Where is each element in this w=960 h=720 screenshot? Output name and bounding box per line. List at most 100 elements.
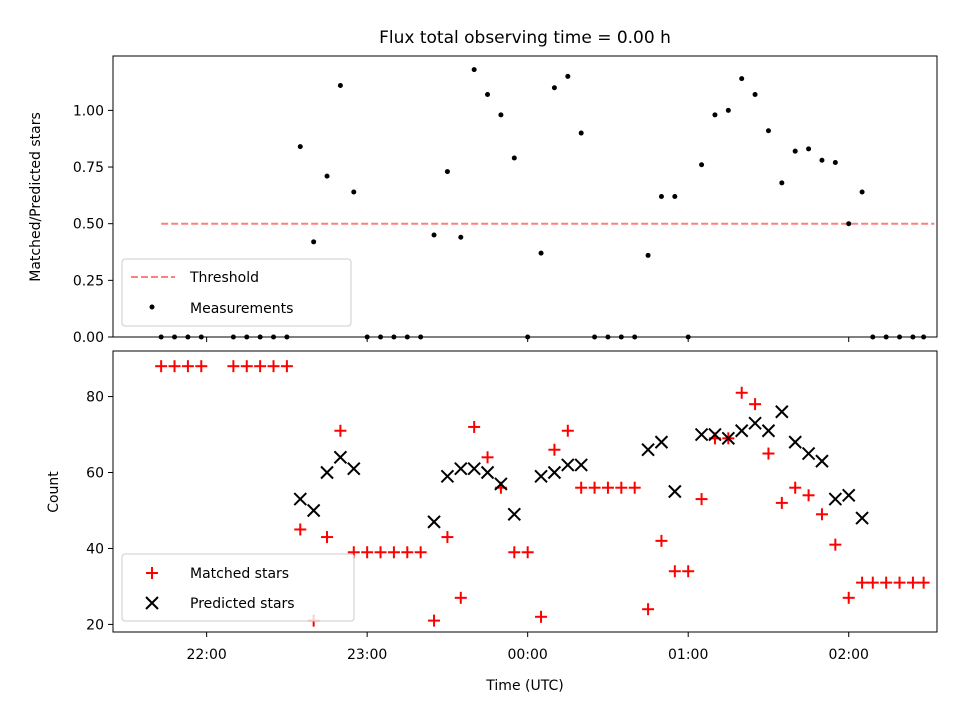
measurement-point <box>471 67 477 73</box>
predicted-stars-point <box>761 424 776 438</box>
matched-stars-point <box>775 496 788 509</box>
measurement-point <box>444 169 450 175</box>
matched-stars-point <box>906 576 919 589</box>
measurement-point <box>699 162 705 168</box>
matched-stars-point <box>682 565 695 578</box>
top-legend: Threshold Measurements <box>121 258 352 327</box>
top-y-ticks: 0.00 0.25 0.50 0.75 1.00 <box>73 103 113 346</box>
threshold-legend-label: Threshold <box>189 270 259 286</box>
matched-stars-point <box>481 451 494 464</box>
matched-stars-point <box>802 489 815 502</box>
measurements-legend-label: Measurements <box>190 301 293 317</box>
measurement-point <box>672 194 678 199</box>
bottom-legend: Matched stars Predicted stars <box>121 553 355 622</box>
matched-stars-point <box>280 360 293 373</box>
predicted-stars-point <box>641 443 655 457</box>
matched-stars-point <box>521 546 534 559</box>
top-x-ticks <box>206 337 850 342</box>
x-tick-label: 01:00 <box>668 647 708 663</box>
measurement-point <box>806 146 812 152</box>
y-tick-label: 1.00 <box>73 103 104 119</box>
matched-stars-point <box>917 576 930 589</box>
y-tick-label: 0.50 <box>73 217 104 233</box>
top-plot-frame <box>112 55 938 338</box>
predicted-stars-point <box>561 458 575 472</box>
predicted-stars-point <box>454 462 468 476</box>
top-panel: Flux total observing time = 0.00 h Match… <box>28 28 938 346</box>
matched-stars-point <box>195 360 208 373</box>
matched-stars-point <box>628 481 641 494</box>
y-tick-label: 0.25 <box>73 273 104 289</box>
y-tick-label: 60 <box>86 466 104 482</box>
predicted-stars-point <box>708 427 722 442</box>
predicted-stars-point <box>815 454 829 468</box>
predicted-stars-point <box>440 469 455 484</box>
predicted-stars-point <box>293 492 307 506</box>
matched-stars-point <box>601 481 614 494</box>
predicted-stars-point <box>748 416 762 430</box>
bottom-y-axis-label: Count <box>46 471 62 513</box>
measurement-point <box>832 160 838 166</box>
matched-stars-point <box>294 523 307 536</box>
bottom-panel: Count Time (UTC) 20 40 60 80 22:00 23:00 00:0… <box>46 350 938 694</box>
measurement-point <box>337 82 343 88</box>
matched-stars-point <box>866 576 879 589</box>
matched-stars-point <box>548 443 561 456</box>
bottom-x-ticks: 22:00 23:00 00:00 01:00 02:00 <box>186 632 869 663</box>
matched-stars-point <box>508 546 521 559</box>
measurement-point <box>859 189 865 195</box>
bottom-y-ticks: 20 40 60 80 <box>86 390 113 633</box>
measurement-point <box>846 221 852 227</box>
predicted-stars-point <box>855 511 869 525</box>
measurement-point <box>712 112 718 118</box>
x-tick-label: 22:00 <box>186 647 226 663</box>
measurements-legend-swatch <box>149 304 155 310</box>
measurement-point <box>779 180 785 186</box>
measurement-point <box>752 92 758 98</box>
matched-stars-point <box>856 576 869 589</box>
matched-stars-point <box>321 531 334 544</box>
matched-stars-point <box>815 508 828 521</box>
matched-legend-label: Matched stars <box>190 566 289 582</box>
measurement-point <box>725 107 731 113</box>
matched-stars-point <box>695 493 708 506</box>
matched-stars-point <box>267 360 280 373</box>
matched-stars-point <box>361 546 374 559</box>
matched-stars-point <box>240 360 253 373</box>
top-y-axis-label: Matched/Predicted stars <box>28 112 44 282</box>
measurement-point <box>792 148 798 154</box>
y-tick-label: 40 <box>86 541 104 557</box>
y-tick-label: 0.00 <box>73 330 104 346</box>
predicted-stars-point <box>320 465 334 480</box>
predicted-stars-point <box>427 515 441 529</box>
y-tick-label: 80 <box>86 390 104 406</box>
bottom-marks-layer <box>155 360 930 627</box>
matched-stars-point <box>561 424 574 437</box>
matched-stars-point <box>642 603 655 616</box>
y-tick-label: 0.75 <box>73 160 104 176</box>
matched-stars-point <box>227 360 240 373</box>
measurement-point <box>645 252 651 258</box>
predicted-stars-point <box>842 488 856 503</box>
predicted-stars-point <box>347 462 361 476</box>
measurement-point <box>739 76 745 82</box>
measurement-point <box>498 112 504 118</box>
predicted-stars-point <box>574 458 588 472</box>
top-legend-box <box>121 258 352 327</box>
predicted-stars-point <box>788 435 802 449</box>
predicted-stars-point <box>694 427 709 442</box>
matched-stars-point <box>655 534 668 547</box>
matched-stars-point <box>414 546 427 559</box>
measurement-point <box>551 85 557 91</box>
measurement-point <box>431 232 437 238</box>
predicted-stars-point <box>507 507 522 521</box>
predicted-stars-point <box>306 503 321 518</box>
x-tick-label: 00:00 <box>507 647 547 663</box>
matched-stars-point <box>762 447 775 460</box>
bottom-legend-box <box>121 553 355 622</box>
predicted-stars-point <box>480 465 495 480</box>
predicted-stars-point <box>668 484 682 499</box>
predicted-stars-point <box>333 450 348 465</box>
measurement-point <box>765 128 771 134</box>
